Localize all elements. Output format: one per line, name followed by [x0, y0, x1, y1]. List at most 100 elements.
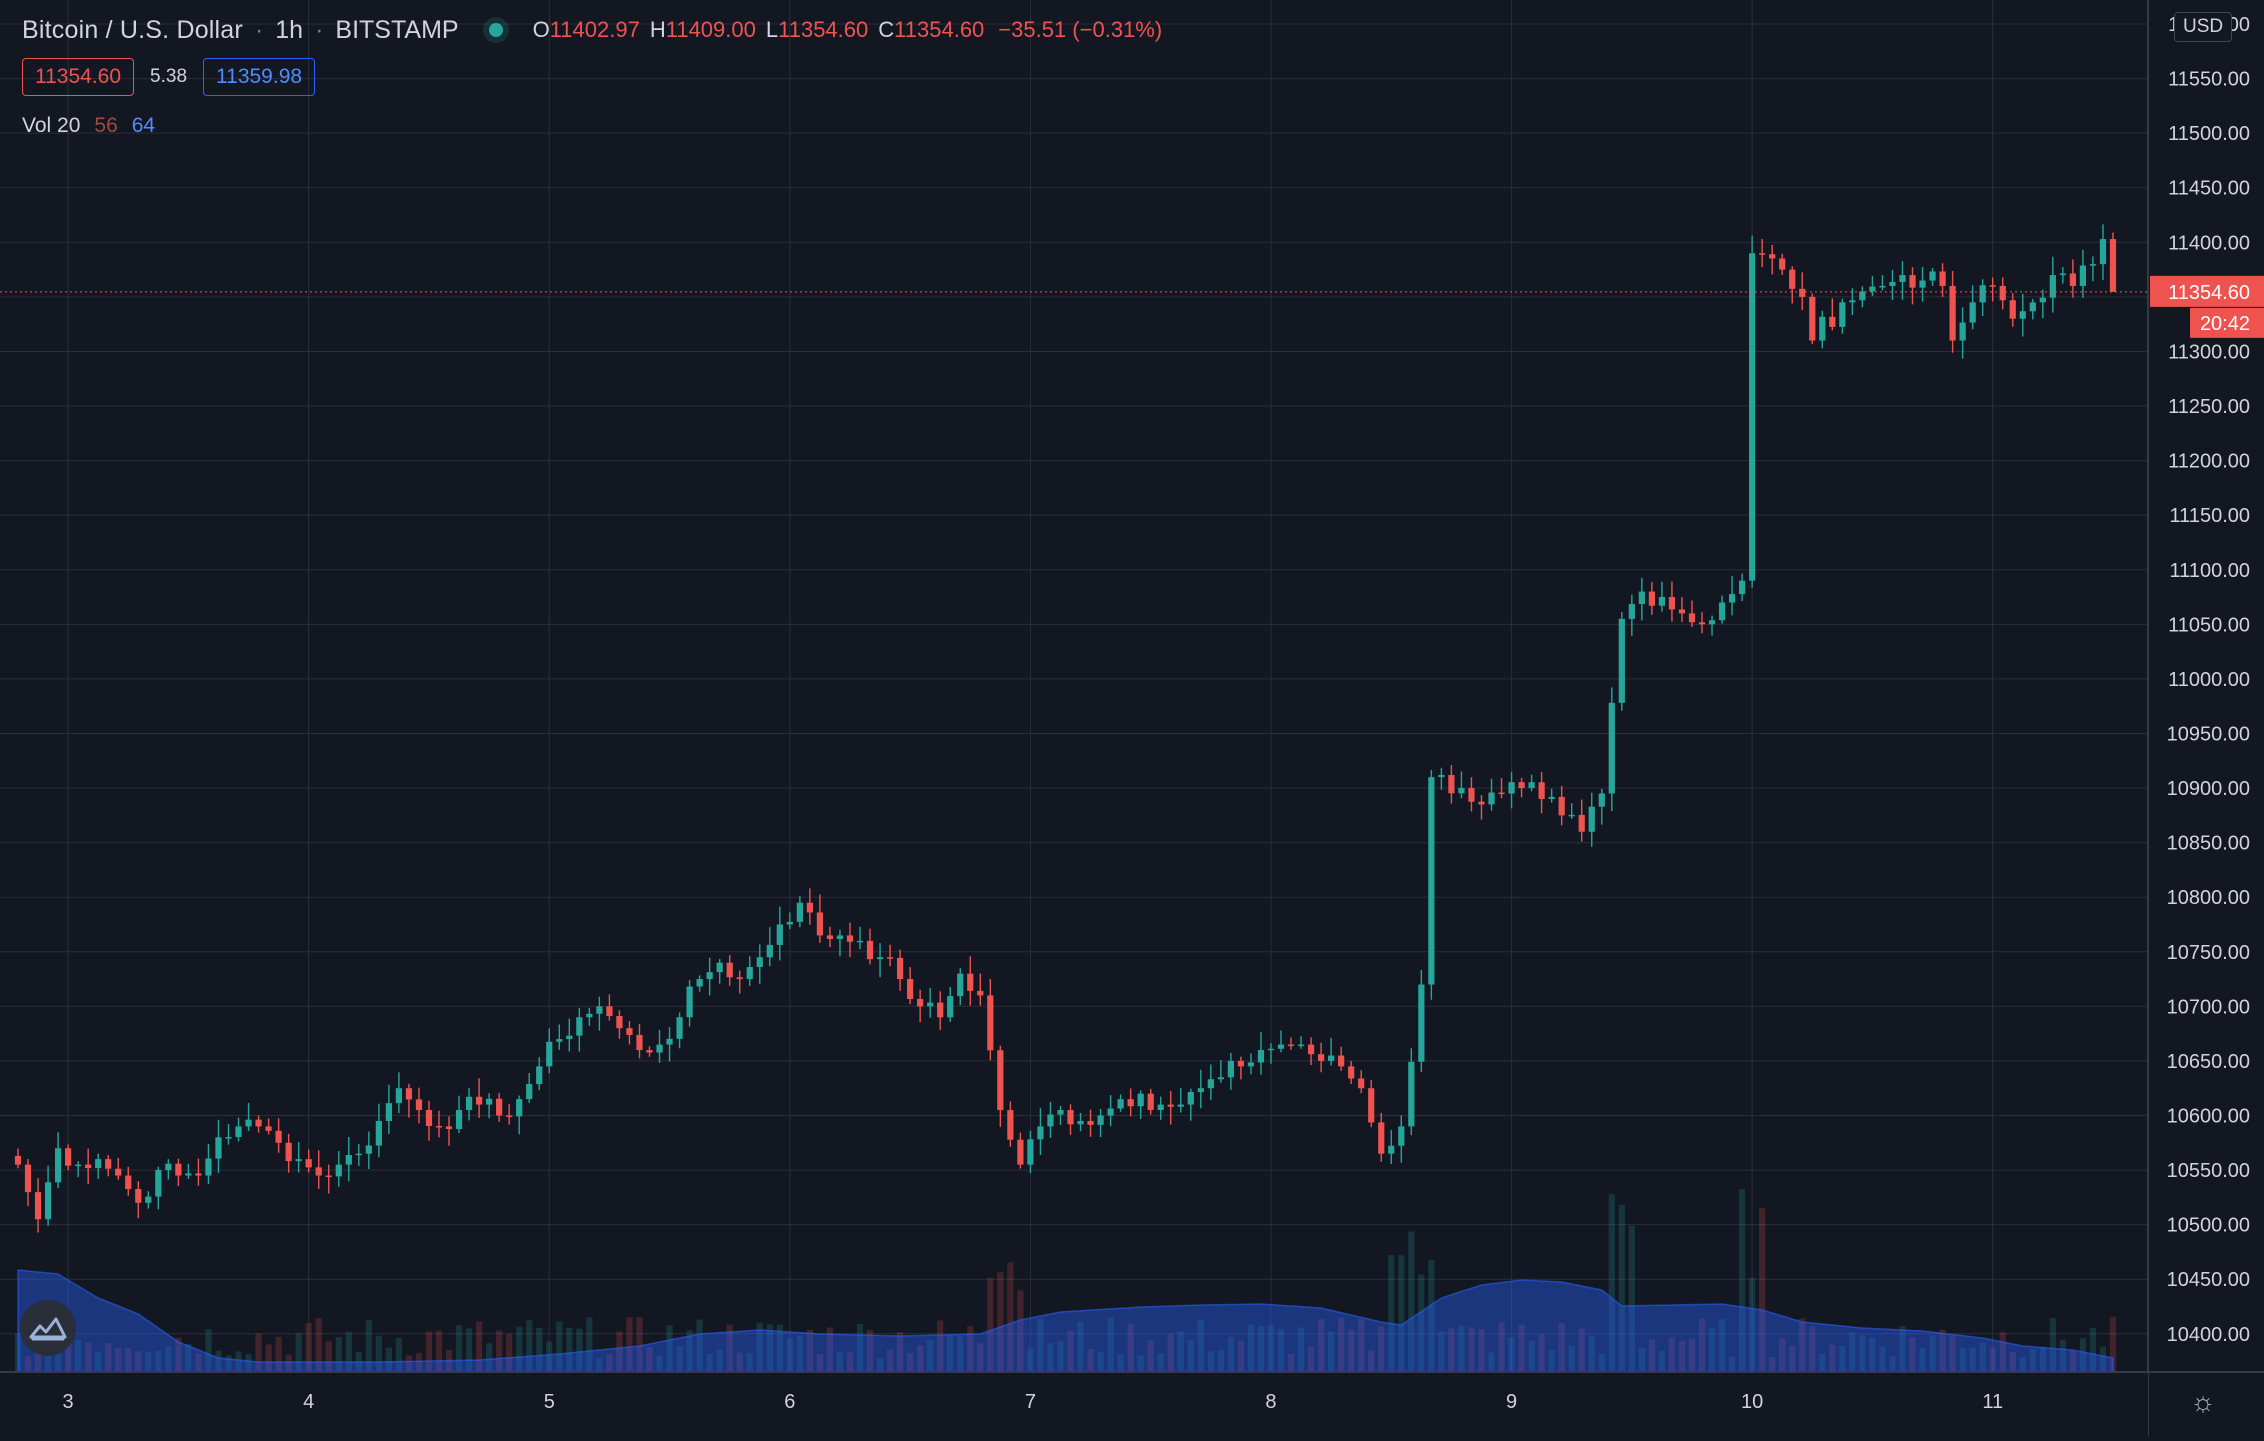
candle[interactable]: [896, 949, 904, 991]
candle[interactable]: [1177, 1087, 1184, 1113]
candle[interactable]: [917, 989, 924, 1023]
candle[interactable]: [1027, 1130, 1034, 1174]
candle[interactable]: [1368, 1079, 1375, 1128]
candle[interactable]: [255, 1115, 262, 1133]
candle[interactable]: [1889, 270, 1896, 301]
candle[interactable]: [496, 1092, 503, 1122]
candle[interactable]: [856, 926, 864, 950]
candle[interactable]: [325, 1164, 332, 1194]
candle[interactable]: [105, 1155, 112, 1177]
candle[interactable]: [716, 958, 723, 984]
candle[interactable]: [1498, 778, 1505, 799]
candle[interactable]: [1227, 1052, 1234, 1090]
candle[interactable]: [526, 1072, 533, 1103]
candle[interactable]: [1378, 1112, 1385, 1162]
candle[interactable]: [1618, 612, 1625, 711]
candle[interactable]: [1087, 1109, 1094, 1137]
candle[interactable]: [1117, 1094, 1124, 1112]
candle[interactable]: [1287, 1037, 1295, 1050]
candle[interactable]: [706, 957, 713, 996]
candle[interactable]: [1789, 266, 1796, 304]
candle[interactable]: [596, 996, 603, 1031]
currency-button[interactable]: USD: [2174, 12, 2233, 42]
candle[interactable]: [175, 1158, 182, 1187]
candle[interactable]: [1779, 253, 1786, 275]
candle[interactable]: [486, 1093, 493, 1119]
candle[interactable]: [1839, 298, 1846, 334]
candle[interactable]: [686, 979, 693, 1027]
candle[interactable]: [876, 943, 884, 978]
candle[interactable]: [1718, 595, 1726, 624]
interval-label[interactable]: 1h: [275, 15, 304, 44]
candle[interactable]: [355, 1144, 362, 1166]
candle[interactable]: [556, 1024, 563, 1050]
candle[interactable]: [1307, 1037, 1315, 1066]
candle[interactable]: [666, 1027, 673, 1062]
candle[interactable]: [1458, 771, 1465, 799]
candle[interactable]: [506, 1104, 513, 1125]
candle[interactable]: [1688, 600, 1696, 627]
candle[interactable]: [34, 1178, 42, 1233]
candle[interactable]: [1959, 307, 1966, 359]
candle[interactable]: [1698, 612, 1706, 634]
candle[interactable]: [1658, 581, 1666, 612]
candle[interactable]: [315, 1150, 322, 1189]
candle[interactable]: [1989, 277, 1996, 302]
candle[interactable]: [636, 1023, 643, 1059]
time-axis[interactable]: [0, 1372, 2148, 1436]
candle[interactable]: [1077, 1112, 1084, 1132]
candle[interactable]: [345, 1136, 352, 1182]
candle[interactable]: [1819, 310, 1826, 349]
candle[interactable]: [1408, 1048, 1415, 1136]
candle[interactable]: [1749, 235, 1756, 588]
candle[interactable]: [746, 956, 753, 986]
candle[interactable]: [195, 1158, 202, 1186]
candle[interactable]: [1187, 1088, 1194, 1121]
candle[interactable]: [24, 1158, 32, 1207]
candle[interactable]: [1237, 1056, 1245, 1080]
candle[interactable]: [1869, 276, 1876, 297]
candle[interactable]: [1047, 1101, 1054, 1138]
candle[interactable]: [1949, 271, 1956, 353]
candle[interactable]: [1769, 244, 1776, 275]
candle[interactable]: [1217, 1060, 1224, 1083]
candle[interactable]: [1488, 778, 1495, 811]
candle[interactable]: [576, 1007, 583, 1052]
candle[interactable]: [2079, 249, 2087, 298]
candle[interactable]: [836, 929, 844, 957]
candle[interactable]: [616, 1010, 623, 1039]
candle[interactable]: [455, 1095, 463, 1134]
candle[interactable]: [1067, 1104, 1074, 1135]
candle[interactable]: [305, 1149, 312, 1173]
candle[interactable]: [796, 896, 803, 928]
candle[interactable]: [1538, 772, 1545, 814]
candle[interactable]: [1448, 765, 1455, 804]
candle[interactable]: [425, 1100, 433, 1141]
candle[interactable]: [756, 944, 763, 984]
candle[interactable]: [947, 986, 954, 1022]
candle[interactable]: [907, 967, 914, 1005]
candle[interactable]: [1999, 277, 2006, 310]
candle[interactable]: [2009, 293, 2016, 327]
candle[interactable]: [1197, 1069, 1204, 1109]
candle[interactable]: [1057, 1105, 1064, 1125]
candle[interactable]: [1137, 1090, 1144, 1119]
candle[interactable]: [886, 944, 894, 967]
volume-legend[interactable]: Vol 20 56 64: [22, 114, 155, 138]
candle[interactable]: [1578, 799, 1585, 842]
candle[interactable]: [656, 1029, 663, 1063]
candle[interactable]: [165, 1159, 172, 1180]
market-status-dot[interactable]: [488, 23, 503, 37]
candle[interactable]: [1468, 777, 1475, 812]
candle[interactable]: [2109, 232, 2117, 292]
candle[interactable]: [1969, 285, 1976, 330]
candle[interactable]: [967, 956, 974, 1006]
candle[interactable]: [415, 1087, 423, 1124]
candle[interactable]: [85, 1148, 92, 1185]
candle[interactable]: [1127, 1088, 1134, 1117]
candle[interactable]: [475, 1078, 483, 1118]
candle[interactable]: [786, 912, 793, 930]
candle[interactable]: [1297, 1036, 1305, 1049]
candle[interactable]: [1859, 286, 1866, 308]
candle[interactable]: [1799, 272, 1806, 311]
